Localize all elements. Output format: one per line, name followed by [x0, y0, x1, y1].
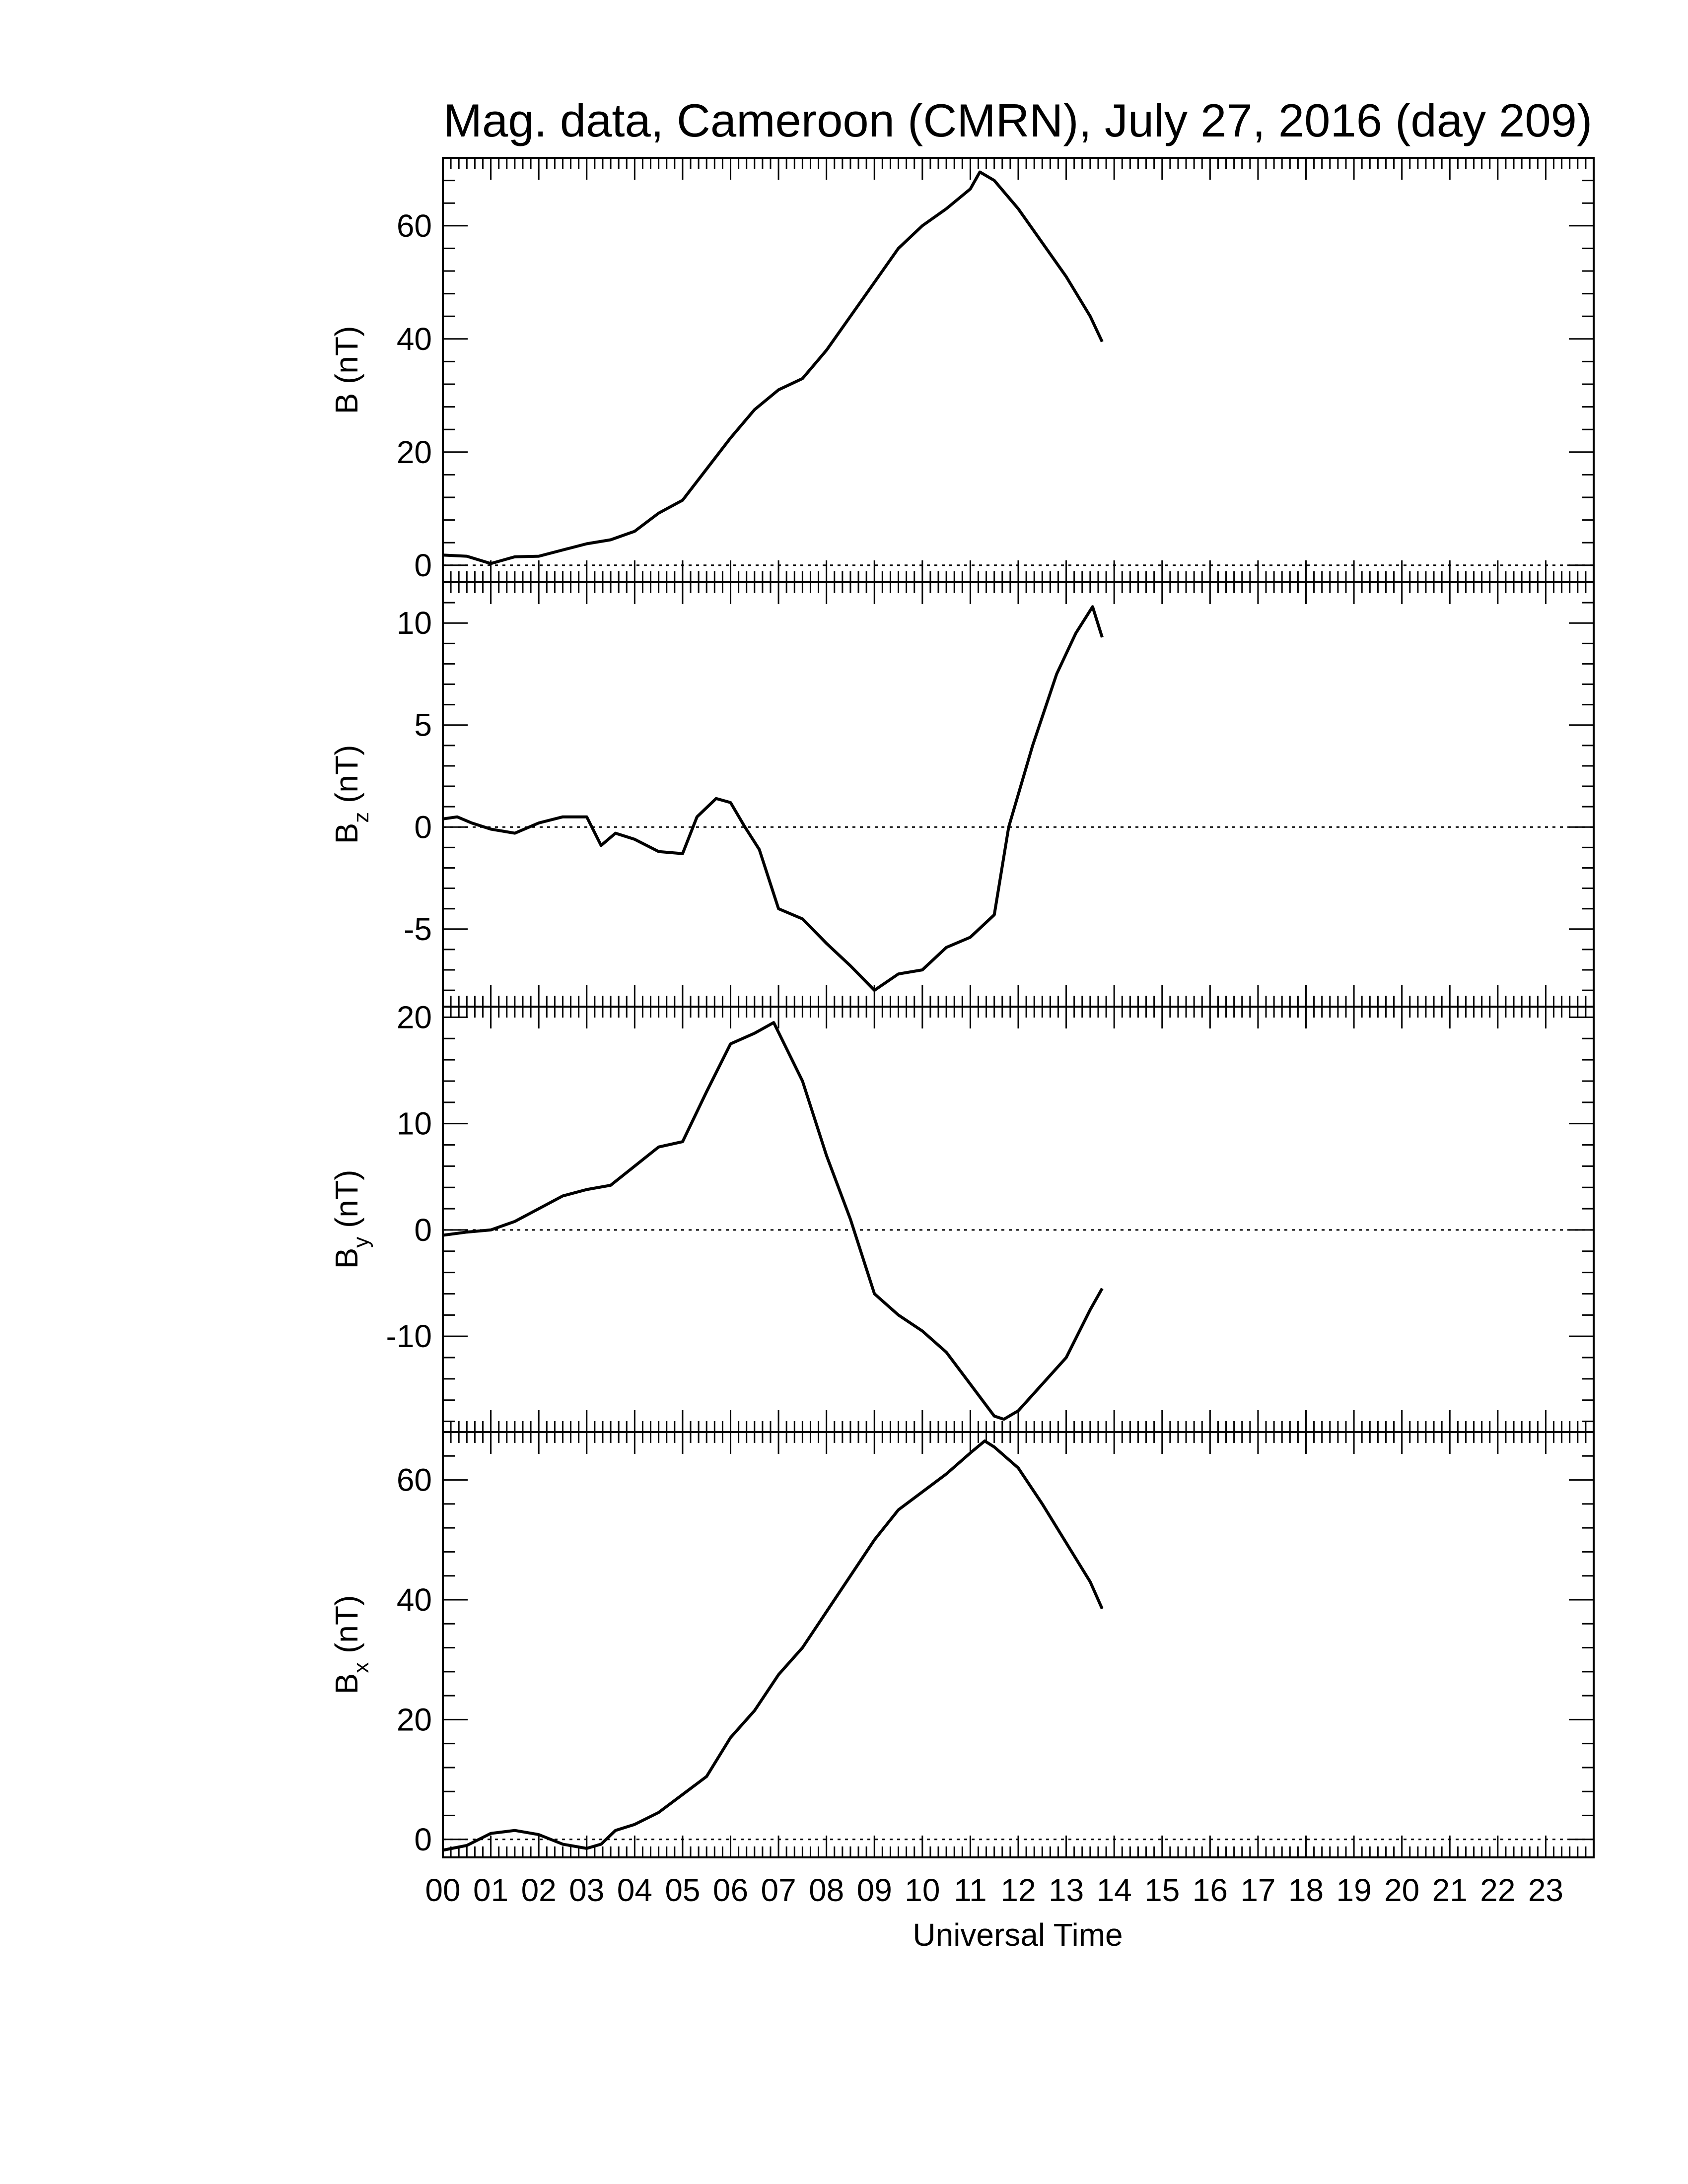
y-tick-label: 20: [397, 434, 432, 470]
x-tick-label: 07: [761, 1872, 796, 1908]
y-tick-label: 0: [414, 547, 432, 583]
y-axis-label: B (nT): [329, 326, 364, 414]
y-ticks: [443, 1016, 1594, 1423]
y-axis-label-unit: (nT): [329, 326, 364, 393]
y-axis-label: Bz (nT): [329, 745, 373, 844]
y-axis-label-main: B: [329, 1248, 364, 1269]
series-line: [442, 170, 1104, 565]
x-tick-label: 18: [1288, 1872, 1324, 1908]
x-tick-label: 03: [569, 1872, 604, 1908]
x-ticks: [442, 582, 1595, 1007]
series-line: [442, 1021, 1104, 1421]
x-tick-label: 23: [1528, 1872, 1563, 1908]
y-tick-label: 20: [397, 1702, 432, 1737]
y-tick-label: 5: [414, 707, 432, 743]
x-tick-label: 20: [1384, 1872, 1419, 1908]
x-tick-label: 17: [1240, 1872, 1275, 1908]
y-tick-label: 0: [414, 1822, 432, 1857]
panel-4: 0 20 40 60 Bx (nT): [329, 1431, 1595, 1858]
panels: 0 20 40 60 B (nT) -5 0 5 10 Bz (nT) -10 0 10 20 By (nT…: [329, 157, 1595, 1858]
x-ticks: [442, 1432, 1595, 1857]
y-axis-label: Bx (nT): [329, 1595, 373, 1695]
series-line: [442, 605, 1104, 992]
x-tick-label: 05: [665, 1872, 700, 1908]
y-tick-label: 10: [397, 605, 432, 641]
y-axis-label-unit: (nT): [329, 1595, 364, 1662]
x-tick-label: 13: [1049, 1872, 1084, 1908]
y-axis-label-subscript: z: [349, 812, 373, 823]
x-tick-labels: 00 01 02 03 04 05 06 07 08 09 10 11 12 13 14 15 16 17 18 19…: [425, 1872, 1563, 1908]
y-tick-label: 10: [397, 1106, 432, 1142]
x-axis-label: Universal Time: [913, 1917, 1123, 1953]
y-tick-label: 40: [397, 1582, 432, 1618]
x-tick-label: 06: [713, 1872, 748, 1908]
x-tick-label: 19: [1336, 1872, 1371, 1908]
x-tick-label: 16: [1193, 1872, 1228, 1908]
series-line: [442, 1439, 1104, 1852]
y-ticks: [443, 581, 1594, 991]
y-tick-label: -10: [386, 1318, 432, 1354]
x-tick-label: 02: [521, 1872, 557, 1908]
y-tick-label: 0: [414, 1212, 432, 1248]
panel-1: 0 20 40 60 B (nT): [329, 157, 1595, 583]
x-tick-label: 09: [857, 1872, 892, 1908]
x-ticks: [442, 158, 1595, 582]
x-tick-label: 10: [905, 1872, 940, 1908]
x-tick-label: 01: [473, 1872, 508, 1908]
x-ticks: [442, 1007, 1595, 1432]
y-tick-label: -5: [404, 911, 432, 947]
x-tick-label: 14: [1097, 1872, 1132, 1908]
y-ticks: [443, 157, 1594, 566]
x-tick-label: 08: [809, 1872, 844, 1908]
y-tick-label: 20: [397, 999, 432, 1035]
y-axis-label-subscript: y: [349, 1237, 373, 1248]
x-tick-label: 04: [617, 1872, 652, 1908]
x-tick-label: 22: [1480, 1872, 1515, 1908]
y-tick-label: 0: [414, 809, 432, 845]
y-tick-label: 60: [397, 1462, 432, 1498]
y-axis-label-main: B: [329, 823, 364, 844]
y-axis-label-subscript: x: [349, 1662, 373, 1673]
x-tick-label: 11: [954, 1872, 986, 1908]
y-axis-label-main: B: [329, 393, 364, 414]
x-tick-label: 00: [425, 1872, 460, 1908]
x-tick-label: 12: [1000, 1872, 1036, 1908]
y-axis-label-unit: (nT): [329, 745, 364, 812]
y-axis-label: By (nT): [329, 1170, 373, 1269]
figure-title: Mag. data, Cameroon (CMRN), July 27, 201…: [443, 94, 1592, 146]
x-tick-label: 15: [1144, 1872, 1180, 1908]
y-axis-label-main: B: [329, 1673, 364, 1695]
x-tick-label: 21: [1432, 1872, 1468, 1908]
y-axis-label-unit: (nT): [329, 1170, 364, 1237]
y-tick-label: 40: [397, 321, 432, 357]
y-tick-label: 60: [397, 208, 432, 244]
y-ticks: [443, 1431, 1594, 1841]
